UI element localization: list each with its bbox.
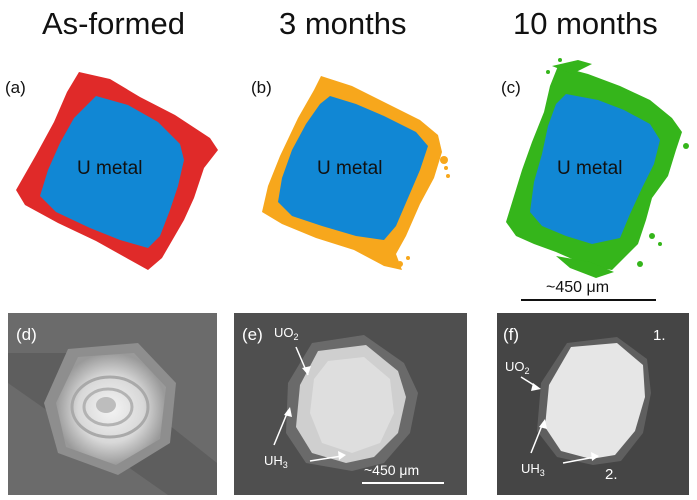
- micrograph-e: (e) UO2 UH3 ~450 μm: [234, 313, 467, 495]
- point-label-2: 2.: [605, 466, 618, 483]
- uo2-arrow-head-e: [302, 366, 311, 375]
- panel-label-c: (c): [501, 78, 521, 97]
- micrograph-f: (f) 1. UO2 UH3 2.: [497, 313, 689, 495]
- uh3-arrow-head-e-1: [284, 407, 292, 417]
- three-month-fragment-2: [444, 166, 448, 170]
- panel-label-b: (b): [251, 78, 272, 97]
- u-metal-region-c: [530, 94, 660, 244]
- panel-c-map: U metal: [506, 58, 689, 278]
- ten-month-fragment-3: [658, 242, 662, 246]
- u-metal-label-b: U metal: [317, 158, 382, 179]
- panel-label-e: (e): [242, 325, 263, 344]
- ten-month-fragment-4: [637, 261, 643, 267]
- uh3-arrow-head-e-2: [338, 451, 346, 460]
- uo2-arrow-head-f: [531, 383, 541, 391]
- u-metal-region-a: [40, 96, 184, 248]
- uh3-arrow-head-f-1: [539, 419, 547, 429]
- scale-bar-label-top: ~450 μm: [546, 279, 610, 296]
- panel-b-map: U metal: [262, 76, 450, 270]
- micrograph-e-image: (e) UO2 UH3 ~450 μm: [234, 313, 467, 495]
- three-month-fragment-4: [397, 261, 403, 267]
- ten-month-fragment-5: [558, 58, 562, 62]
- u-metal-region-b: [278, 96, 428, 240]
- three-month-fragment-3: [446, 174, 450, 178]
- uh3-arrow-f-1: [530, 422, 544, 454]
- panel-label-a: (a): [5, 78, 26, 97]
- uo2-label-e: UO2: [274, 325, 299, 342]
- micrograph-d: (d): [8, 313, 217, 495]
- panel-a-map: U metal: [16, 72, 218, 270]
- uh3-arrow-e-1: [273, 410, 289, 446]
- uh3-label-e: UH3: [264, 453, 288, 470]
- uh3-arrow-head-f-2: [591, 452, 599, 461]
- panel-label-d: (d): [16, 325, 37, 344]
- scale-bar-e: [362, 482, 444, 484]
- three-month-fragment-5: [406, 256, 410, 260]
- title-3-months: 3 months: [279, 6, 407, 41]
- uh3-arrow-f-2: [562, 456, 596, 464]
- uh3-arrow-e-2: [309, 455, 343, 462]
- three-month-fragment-1: [440, 156, 448, 164]
- point-label-1: 1.: [653, 327, 666, 344]
- title-10-months: 10 months: [513, 6, 658, 41]
- micrograph-d-image: (d): [8, 313, 217, 495]
- ten-month-fragment-1: [683, 143, 689, 149]
- title-as-formed: As-formed: [42, 6, 185, 41]
- u-metal-label-c: U metal: [557, 158, 622, 179]
- micrograph-f-image: (f) 1. UO2 UH3 2.: [497, 313, 689, 495]
- ten-month-outer-edge: [552, 60, 592, 74]
- scale-bar-top: [521, 299, 656, 301]
- scale-bar-label-e: ~450 μm: [364, 462, 419, 478]
- ten-month-fragment-2: [649, 233, 655, 239]
- ten-month-lower-edge: [556, 256, 614, 278]
- panel-label-f: (f): [503, 325, 519, 344]
- uh3-label-f: UH3: [521, 461, 545, 478]
- u-metal-label-a: U metal: [77, 158, 142, 179]
- ten-month-fragment-6: [546, 70, 550, 74]
- uo2-label-f: UO2: [505, 359, 530, 376]
